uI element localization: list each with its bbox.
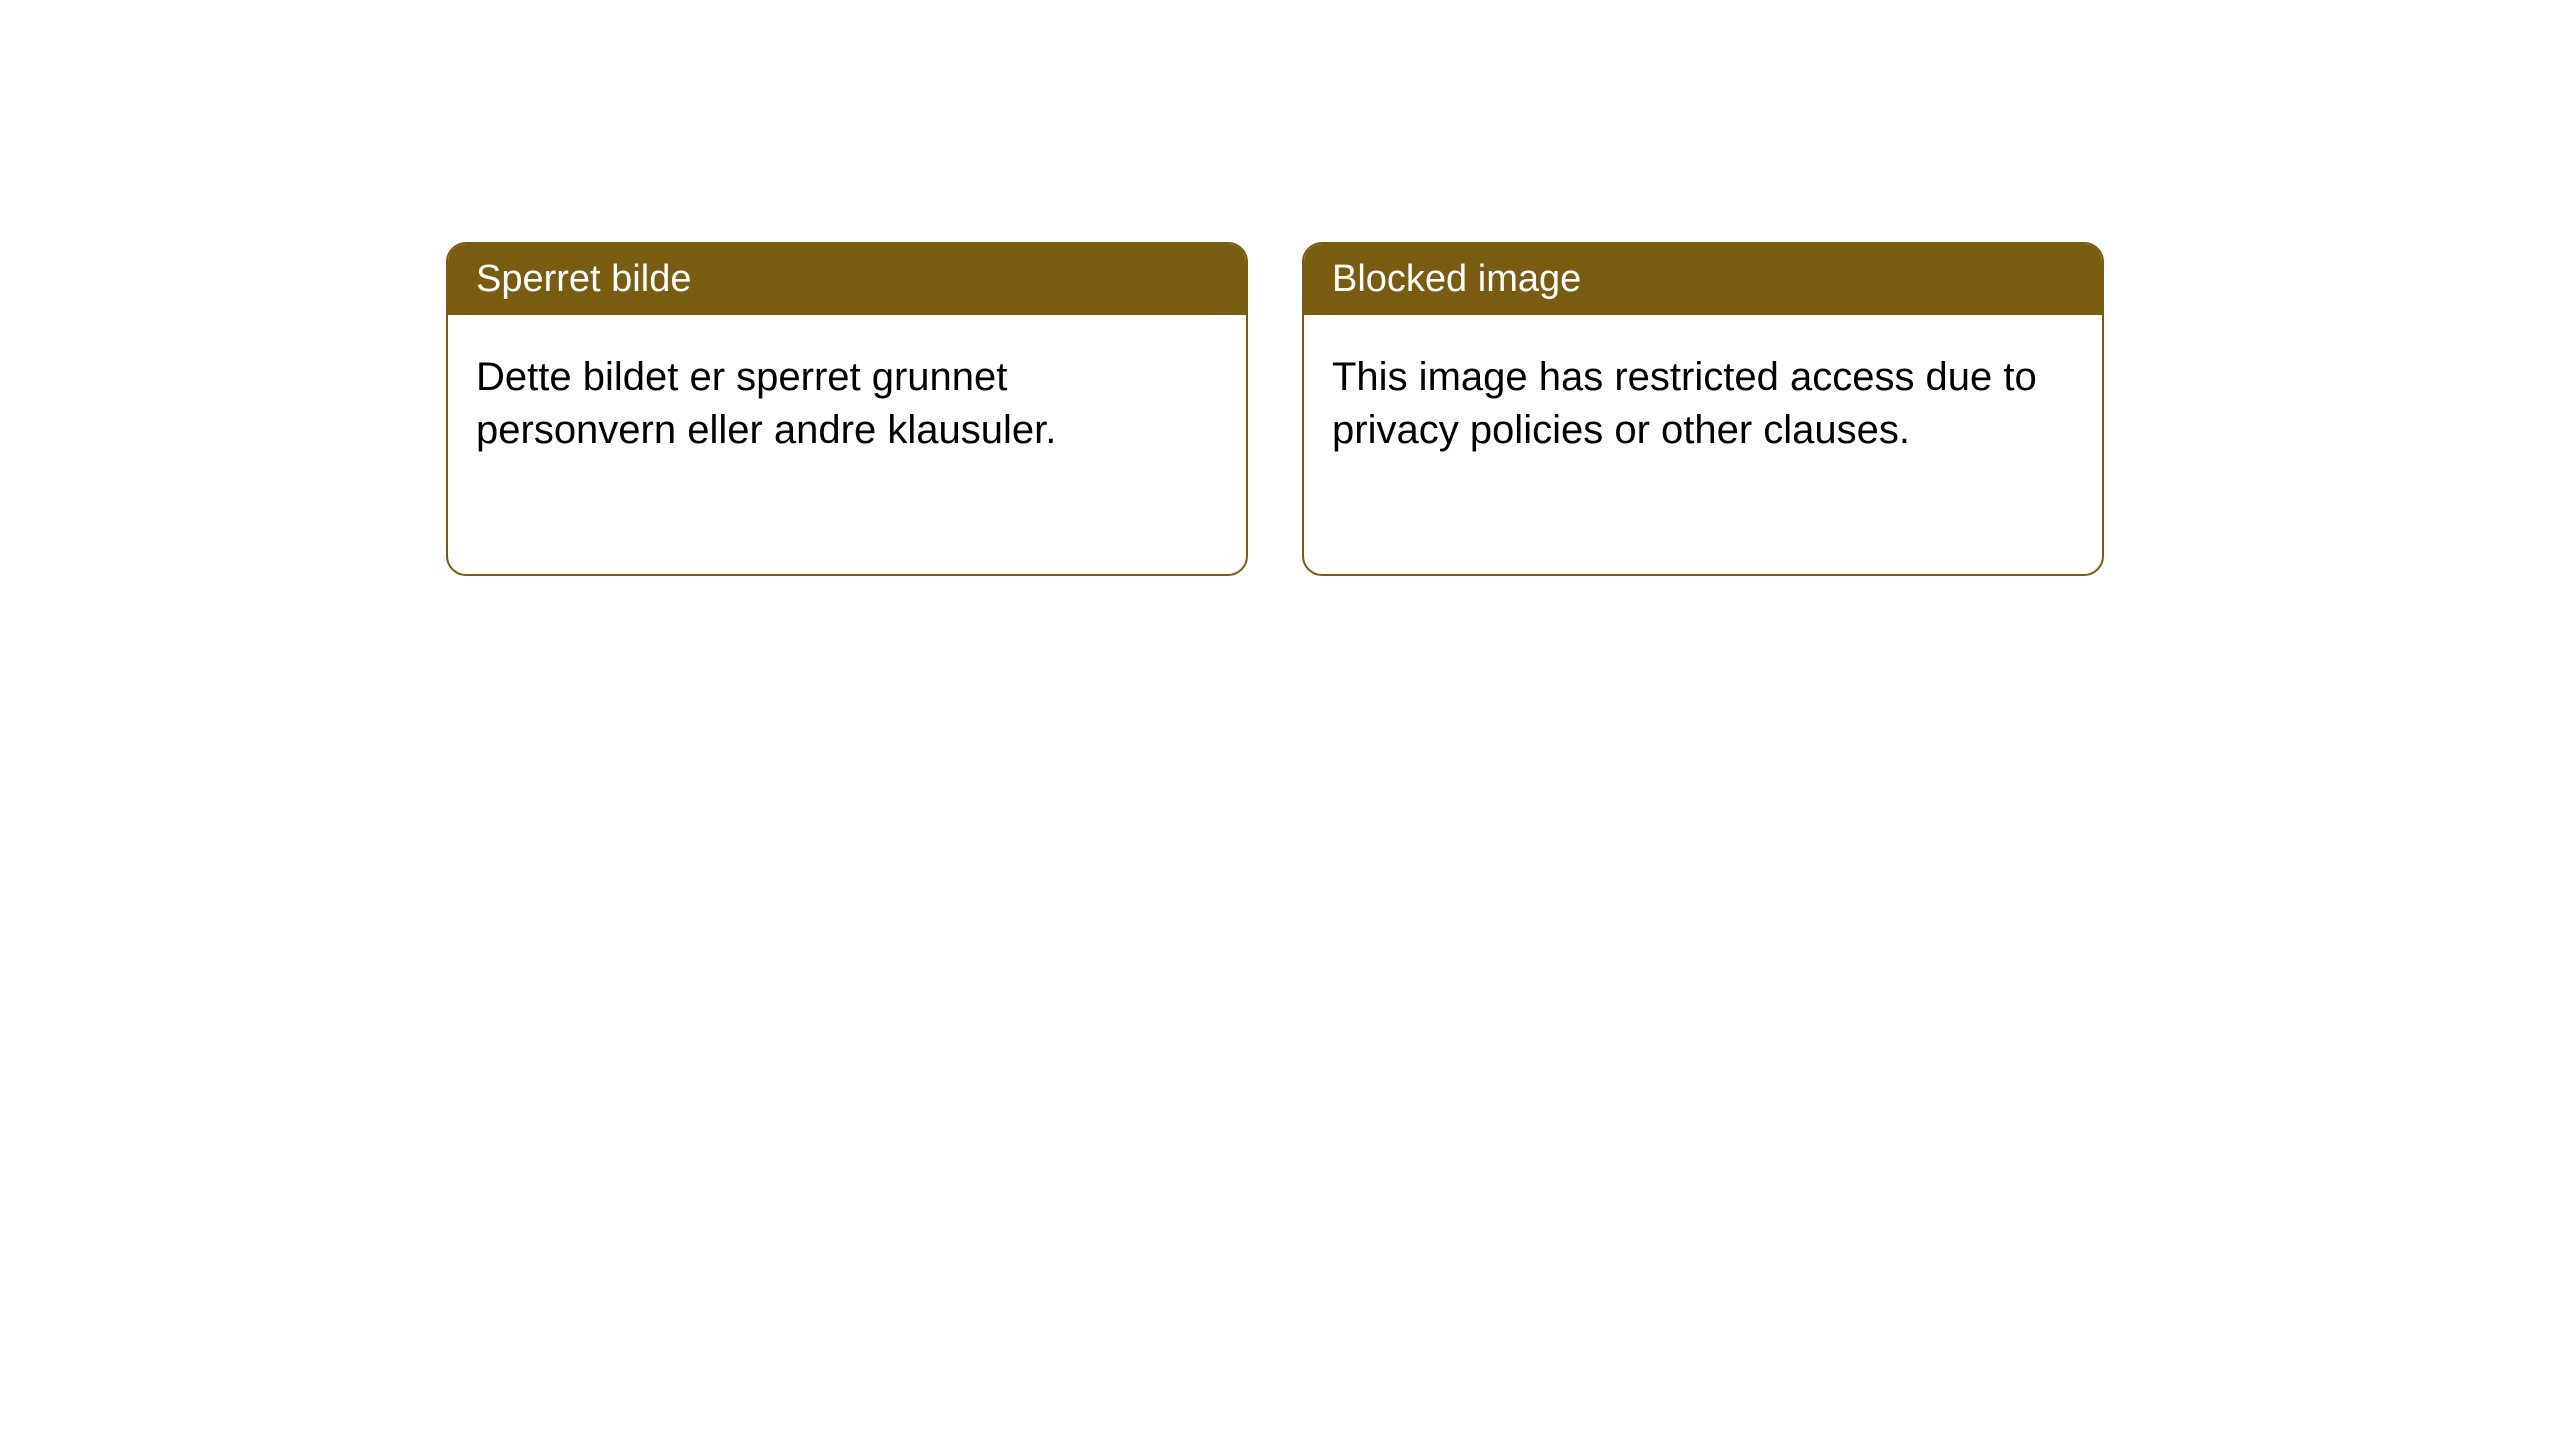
notice-card-no: Sperret bilde Dette bildet er sperret gr… — [446, 242, 1248, 576]
card-body-text: Dette bildet er sperret grunnet personve… — [476, 355, 1056, 452]
card-body: Dette bildet er sperret grunnet personve… — [448, 315, 1246, 493]
card-body-text: This image has restricted access due to … — [1332, 355, 2037, 452]
card-header: Blocked image — [1304, 244, 2102, 315]
card-title: Blocked image — [1332, 258, 1581, 300]
cards-container: Sperret bilde Dette bildet er sperret gr… — [446, 242, 2104, 576]
card-title: Sperret bilde — [476, 258, 691, 300]
card-body: This image has restricted access due to … — [1304, 315, 2102, 493]
notice-card-en: Blocked image This image has restricted … — [1302, 242, 2104, 576]
card-header: Sperret bilde — [448, 244, 1246, 315]
